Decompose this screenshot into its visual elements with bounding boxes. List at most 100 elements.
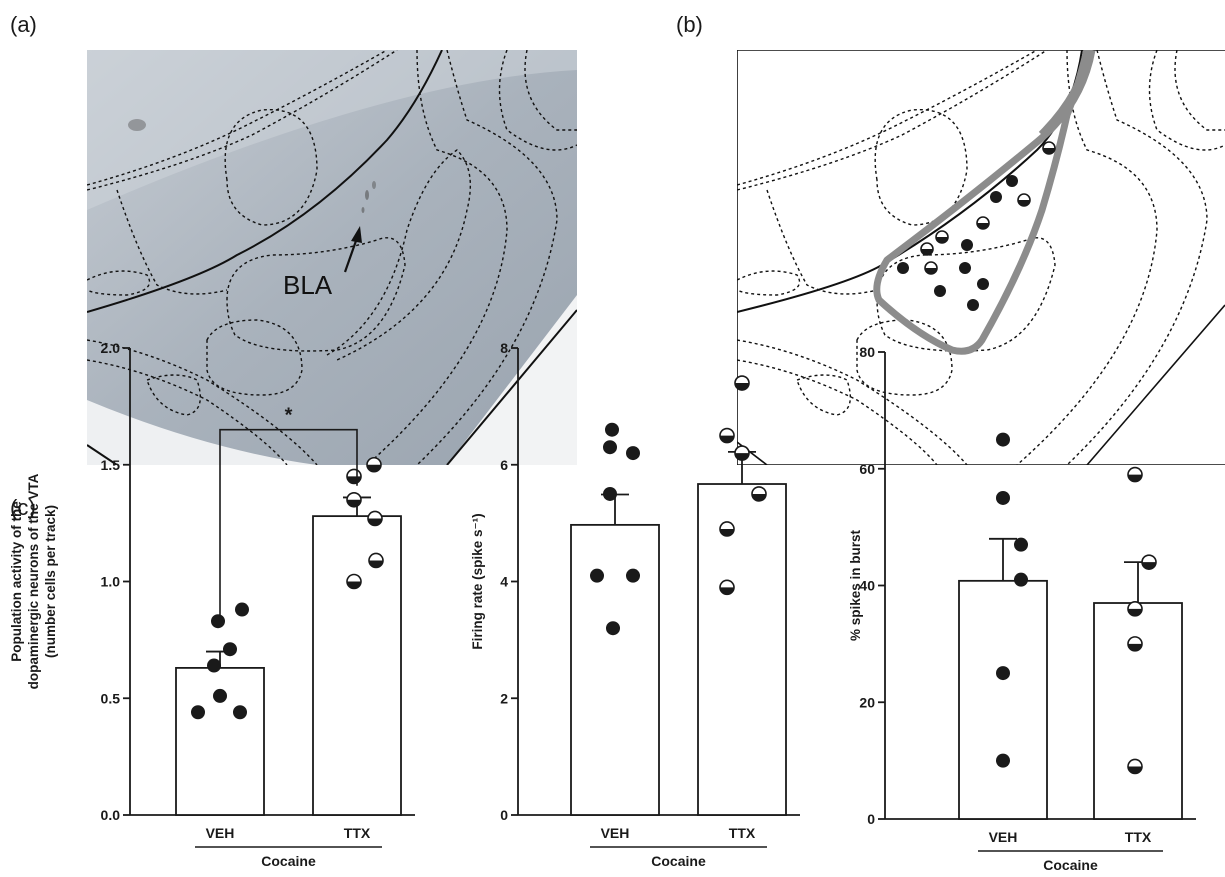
lesion-outline	[873, 50, 1096, 355]
bar-ttx	[697, 483, 787, 816]
lesion-schematic	[737, 50, 1225, 465]
dotted-boundary-3	[326, 149, 472, 361]
recording-site-vehicle	[934, 285, 946, 297]
x-tick-label: TTX	[729, 825, 756, 841]
data-point-veh	[223, 642, 237, 657]
schematic-background	[737, 50, 1225, 465]
y-tick-label: 20	[859, 694, 875, 710]
data-point-ttx	[368, 552, 384, 569]
data-point-veh	[233, 705, 247, 720]
recording-site-vehicle	[897, 262, 909, 274]
y-tick-label: 4	[500, 574, 508, 590]
y-tick-label: 0.5	[101, 690, 121, 706]
panel-label-c: (c)	[10, 495, 36, 520]
data-point-ttx	[719, 579, 735, 596]
dotted-nucleus-3	[796, 374, 851, 416]
tissue-edge-left	[87, 400, 317, 465]
dotted-nucleus-4	[737, 270, 801, 296]
bar-veh	[570, 523, 660, 816]
y-axis-label: Firing rate (spike s⁻¹)	[470, 513, 485, 649]
group-label: Cocaine	[261, 853, 316, 869]
dotted-nucleus-1	[874, 108, 968, 226]
bla-region-label: BLA	[283, 270, 333, 300]
y-tick-label: 60	[859, 461, 875, 477]
data-point-veh	[626, 568, 640, 583]
lesion-track	[1038, 50, 1095, 139]
dotted-boundary-9	[737, 359, 938, 465]
histology-photo: BLA	[87, 50, 577, 465]
y-tick-label: 0.0	[101, 807, 121, 823]
data-point-ttx	[1141, 554, 1157, 570]
data-point-veh	[996, 666, 1010, 681]
dotted-nucleus-2	[206, 319, 303, 396]
y-tick-label: 0	[500, 807, 508, 823]
dotted-boundary-9	[87, 359, 288, 465]
y-tick-label: 8	[500, 340, 508, 356]
data-point-ttx	[1127, 758, 1143, 775]
external-capsule-line	[87, 50, 443, 313]
tissue-edge-right	[447, 295, 577, 465]
data-point-veh	[213, 688, 227, 703]
y-axis-label: Population activity of the	[9, 501, 24, 662]
recording-site-ttx	[935, 230, 949, 244]
recording-site-vehicle	[961, 239, 973, 251]
y-axis-label: % spikes in burst	[848, 529, 863, 641]
y-axis-label: dopaminergic neurons of the VTA	[26, 473, 41, 689]
data-point-ttx	[719, 521, 735, 537]
x-tick-label: TTX	[344, 825, 371, 841]
data-point-ttx	[734, 445, 750, 461]
dotted-boundary-4	[1016, 50, 1158, 465]
x-tick-label: VEH	[989, 829, 1018, 845]
data-point-ttx	[367, 510, 383, 527]
x-tick-label: VEH	[601, 825, 630, 841]
data-point-ttx	[1127, 636, 1143, 652]
dotted-boundary-7	[524, 50, 577, 131]
recording-site-ttx	[924, 261, 938, 275]
recording-site-vehicle	[1006, 175, 1018, 187]
data-point-veh	[207, 658, 221, 673]
data-point-veh	[603, 440, 617, 455]
dotted-boundary-2	[87, 50, 398, 191]
y-tick-label: 6	[500, 457, 508, 473]
y-tick-label: 1.0	[101, 574, 121, 590]
y-tick-label: 40	[859, 578, 875, 594]
chart-3: 0 20 40 60 80 VEH TTX Cocaine % spikes in burst	[848, 344, 1196, 873]
dotted-nucleus-3	[146, 374, 201, 416]
border-line-left	[87, 444, 118, 465]
recording-site-ttx	[920, 242, 934, 256]
panel-label-b: (b)	[676, 12, 703, 37]
recording-site-ttx	[976, 216, 990, 230]
tissue-debris	[128, 119, 376, 213]
dotted-nucleus-2	[856, 319, 953, 396]
upper-region-shade	[87, 50, 577, 210]
data-point-veh	[590, 568, 604, 583]
data-point-veh	[996, 432, 1010, 447]
dotted-boundary-7	[1174, 50, 1225, 131]
dotted-boundary-10	[116, 189, 228, 295]
recording-site-ttx	[1017, 193, 1031, 207]
recording-site-ttx	[1042, 141, 1056, 155]
arrow-icon	[343, 226, 362, 273]
bar-ttx	[1093, 602, 1183, 820]
y-tick-label: 80	[859, 344, 875, 360]
data-point-ttx	[751, 486, 767, 502]
significance-marker: *	[285, 405, 293, 427]
x-tick-label: VEH	[206, 825, 235, 841]
dotted-boundary-1	[87, 50, 388, 186]
recording-site-vehicle	[967, 299, 979, 311]
dotted-nucleus-1	[224, 108, 318, 226]
dotted-boundary-1	[737, 50, 1038, 186]
data-point-veh	[626, 446, 640, 461]
dotted-boundary-5	[1066, 50, 1208, 465]
dotted-boundary-5	[416, 50, 558, 465]
recording-site-vehicle	[977, 278, 989, 290]
data-point-veh	[996, 490, 1010, 505]
data-point-veh	[211, 614, 225, 629]
data-point-ttx	[346, 491, 362, 508]
data-point-ttx	[1127, 601, 1143, 617]
y-tick-label: 2.0	[101, 340, 121, 356]
bar-charts: 0.0 0.5 1.0 1.5 2.0 VEH TTX Cocaine Population a…	[9, 340, 1196, 873]
dotted-boundary-8	[737, 339, 968, 465]
data-point-ttx	[734, 375, 750, 391]
border-line-right	[1086, 304, 1225, 465]
